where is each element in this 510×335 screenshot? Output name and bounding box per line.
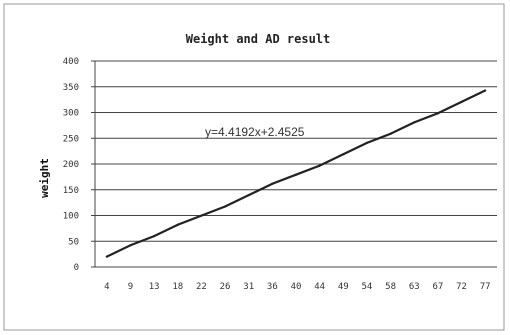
x-tick-label: 44 <box>314 282 325 292</box>
chart-border <box>3 3 505 331</box>
y-axis-label: weight <box>38 158 51 198</box>
data-point <box>342 153 345 156</box>
x-tick-label: 36 <box>267 282 278 292</box>
x-tick-label: 67 <box>432 282 443 292</box>
data-point <box>153 235 156 238</box>
x-tick-label: 77 <box>480 282 491 292</box>
data-point <box>247 194 250 197</box>
data-point <box>436 112 439 115</box>
data-point <box>484 89 487 92</box>
series-group <box>105 89 487 258</box>
x-tick-label: 4 <box>104 282 109 292</box>
trendline-equation: y=4.4192x+2.4525 <box>205 125 305 139</box>
y-tick-label: 100 <box>63 212 79 222</box>
data-point <box>294 173 298 176</box>
x-tick-label: 22 <box>196 282 207 292</box>
x-tick-labels: 4 9 13 18 22 26 31 36 40 44 49 54 58 63 67 72 77 <box>104 282 490 292</box>
chart-title: Weight and AD result <box>186 32 331 46</box>
data-point <box>129 244 132 247</box>
data-point <box>318 164 321 167</box>
y-tick-label: 200 <box>63 160 79 170</box>
y-tick-label: 150 <box>63 186 79 196</box>
y-tick-label: 300 <box>63 109 79 119</box>
x-tick-label: 49 <box>338 282 349 292</box>
data-point <box>271 182 274 185</box>
x-tick-label: 40 <box>291 282 302 292</box>
y-tick-label: 400 <box>63 57 79 67</box>
y-tick-label: 0 <box>74 263 79 273</box>
y-tick-label: 250 <box>63 134 79 144</box>
gridlines <box>91 60 497 268</box>
y-tick-label: 350 <box>63 83 79 93</box>
x-tick-label: 54 <box>362 282 373 292</box>
x-tick-label: 18 <box>172 282 183 292</box>
x-tick-label: 26 <box>220 282 231 292</box>
x-tick-label: 13 <box>149 282 160 292</box>
x-tick-label: 58 <box>385 282 396 292</box>
data-point <box>365 141 369 144</box>
data-point <box>223 205 227 208</box>
x-tick-label: 31 <box>243 282 254 292</box>
data-point <box>200 214 203 217</box>
data-point <box>389 132 392 135</box>
y-tick-label: 50 <box>68 237 79 247</box>
data-point <box>413 121 416 124</box>
data-point <box>105 255 108 258</box>
data-point <box>176 223 179 226</box>
data-point <box>460 100 463 103</box>
y-tick-labels: 0 50 100 150 200 250 300 350 400 <box>63 57 79 273</box>
x-tick-label: 9 <box>128 282 133 292</box>
x-tick-label: 72 <box>456 282 467 292</box>
x-tick-label: 63 <box>409 282 420 292</box>
